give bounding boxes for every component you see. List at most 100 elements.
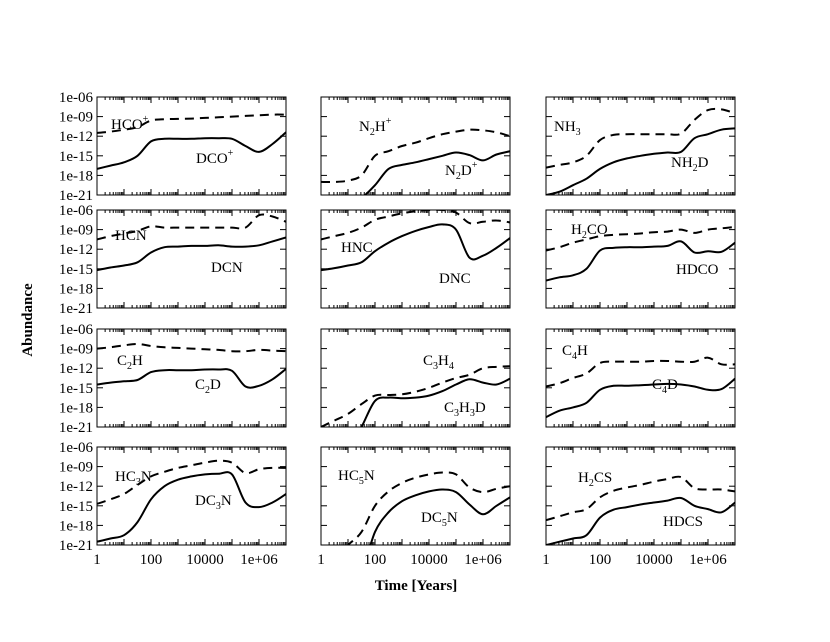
- series-line-h2co: [546, 226, 735, 252]
- species-label-part: N: [141, 469, 152, 485]
- x-tick-label: 1e+06: [689, 552, 727, 568]
- y-tick-label: 1e-09: [59, 110, 93, 126]
- series-line-hnc: [321, 210, 510, 241]
- panel-hnc-dnc: [320, 209, 511, 309]
- series-line-c4d: [546, 377, 735, 419]
- y-tick-label: 1e-18: [59, 518, 93, 534]
- y-tick-label: 1e-09: [59, 342, 93, 358]
- panel-frame: [320, 446, 511, 546]
- panel-frame: [320, 328, 511, 428]
- species-label-part: D: [461, 163, 472, 179]
- x-tick-label: 100: [589, 552, 612, 568]
- x-tick-label: 1: [93, 552, 101, 568]
- species-label: HCO+: [111, 114, 149, 133]
- series-line-dco: [97, 131, 286, 170]
- panel-frame: [320, 209, 511, 309]
- species-label-part: D: [210, 377, 221, 393]
- species-label: DCN: [211, 260, 243, 276]
- species-label-part: 4: [449, 361, 454, 372]
- species-label: NH3: [554, 119, 581, 138]
- panel-nh3-nh2d: [545, 96, 736, 196]
- species-label: C2D: [195, 377, 221, 396]
- panel-hco-dco-: 1e-06 1e-09 1e-12 1e-15 1e-18 1e-21: [59, 90, 287, 204]
- species-label-part: C: [444, 400, 454, 416]
- panel-frame: [96, 209, 287, 309]
- species-label-part: H: [577, 343, 588, 359]
- species-label-part: HDCS: [663, 514, 703, 530]
- species-label-part: 3: [216, 501, 221, 512]
- y-tick-label: 1e-12: [59, 479, 93, 495]
- series-line-c4h: [546, 356, 735, 388]
- species-label: NH2D: [671, 155, 709, 174]
- species-label-part: N: [445, 163, 456, 179]
- species-label-part: 3: [576, 127, 581, 138]
- species-label-part: 2: [370, 127, 375, 138]
- y-tick-label: 1e-06: [59, 90, 94, 106]
- series-line-c3h3d: [360, 377, 510, 427]
- species-label-part: +: [228, 148, 234, 159]
- species-label-part: DC: [195, 493, 216, 509]
- species-label-part: N: [364, 468, 375, 484]
- x-tick-label: 100: [364, 552, 387, 568]
- series-line-n2d: [363, 150, 510, 195]
- panel-hcn-dcn: 1e-06 1e-09 1e-12 1e-15 1e-18 1e-21: [59, 203, 287, 317]
- series-line-c2d: [97, 368, 286, 389]
- species-label: H2CS: [578, 470, 612, 489]
- species-label-part: H: [375, 119, 386, 135]
- species-label-part: D: [667, 377, 678, 393]
- species-label-part: C: [652, 377, 662, 393]
- y-tick-label: 1e-06: [59, 440, 94, 456]
- x-tick-label: 1e+06: [464, 552, 502, 568]
- species-label-part: DNC: [439, 271, 471, 287]
- y-tick-label: 1e-09: [59, 223, 93, 239]
- species-label-part: 4: [572, 351, 577, 362]
- species-label-part: +: [386, 116, 392, 127]
- y-tick-label: 1e-06: [59, 322, 94, 338]
- species-label-part: D: [698, 155, 709, 171]
- x-tick-label: 1e+06: [240, 552, 278, 568]
- series-line-nh2d: [546, 127, 735, 195]
- species-label-part: 2: [693, 163, 698, 174]
- series-line-hco: [97, 113, 286, 134]
- species-label-part: N: [447, 510, 458, 526]
- species-label-part: C: [423, 353, 433, 369]
- species-label-part: 2: [127, 361, 132, 372]
- species-label: DNC: [439, 271, 471, 287]
- species-label-part: DC: [421, 510, 442, 526]
- y-tick-label: 1e-12: [59, 129, 93, 145]
- species-label: C4H: [562, 343, 588, 362]
- panel-h2cs-hdcs: 1 100 10000 1e+06: [542, 446, 736, 568]
- series-line-hcn: [97, 213, 286, 241]
- panel-frame: [545, 209, 736, 309]
- species-label: HC5N: [338, 468, 375, 487]
- species-label-part: 3: [136, 477, 141, 488]
- x-tick-label: 1: [542, 552, 550, 568]
- panel-c4h-c4d: [545, 328, 736, 428]
- species-label: DCO+: [196, 148, 234, 167]
- y-tick-label: 1e-18: [59, 168, 93, 184]
- series-line-dc5n: [369, 488, 510, 545]
- series-line-hdco: [546, 240, 735, 282]
- species-label: N2H+: [359, 116, 392, 138]
- y-tick-label: 1e-21: [59, 188, 93, 204]
- species-label-part: NH: [671, 155, 693, 171]
- y-tick-label: 1e-18: [59, 281, 93, 297]
- species-label-part: C: [195, 377, 205, 393]
- species-label: HCN: [115, 228, 147, 244]
- species-label: C2H: [117, 353, 143, 372]
- x-axis-title: Time [Years]: [375, 578, 458, 594]
- panel-frame: [96, 328, 287, 428]
- x-tick-label: 10000: [635, 552, 673, 568]
- panel-c2h-c2d: 1e-06 1e-09 1e-12 1e-15 1e-18 1e-21: [59, 322, 287, 436]
- species-label: HNC: [341, 240, 373, 256]
- y-tick-label: 1e-09: [59, 460, 93, 476]
- panel-hc5n-dc5n: 1 100 10000 1e+06: [317, 446, 511, 568]
- species-label-part: CO: [587, 222, 608, 238]
- y-axis-title: Abundance: [20, 283, 36, 357]
- species-label-part: 3: [433, 361, 438, 372]
- species-label: C4D: [652, 377, 678, 396]
- species-label-part: 3: [470, 408, 475, 419]
- species-label-part: 2: [205, 385, 210, 396]
- series-line-h2cs: [546, 475, 735, 522]
